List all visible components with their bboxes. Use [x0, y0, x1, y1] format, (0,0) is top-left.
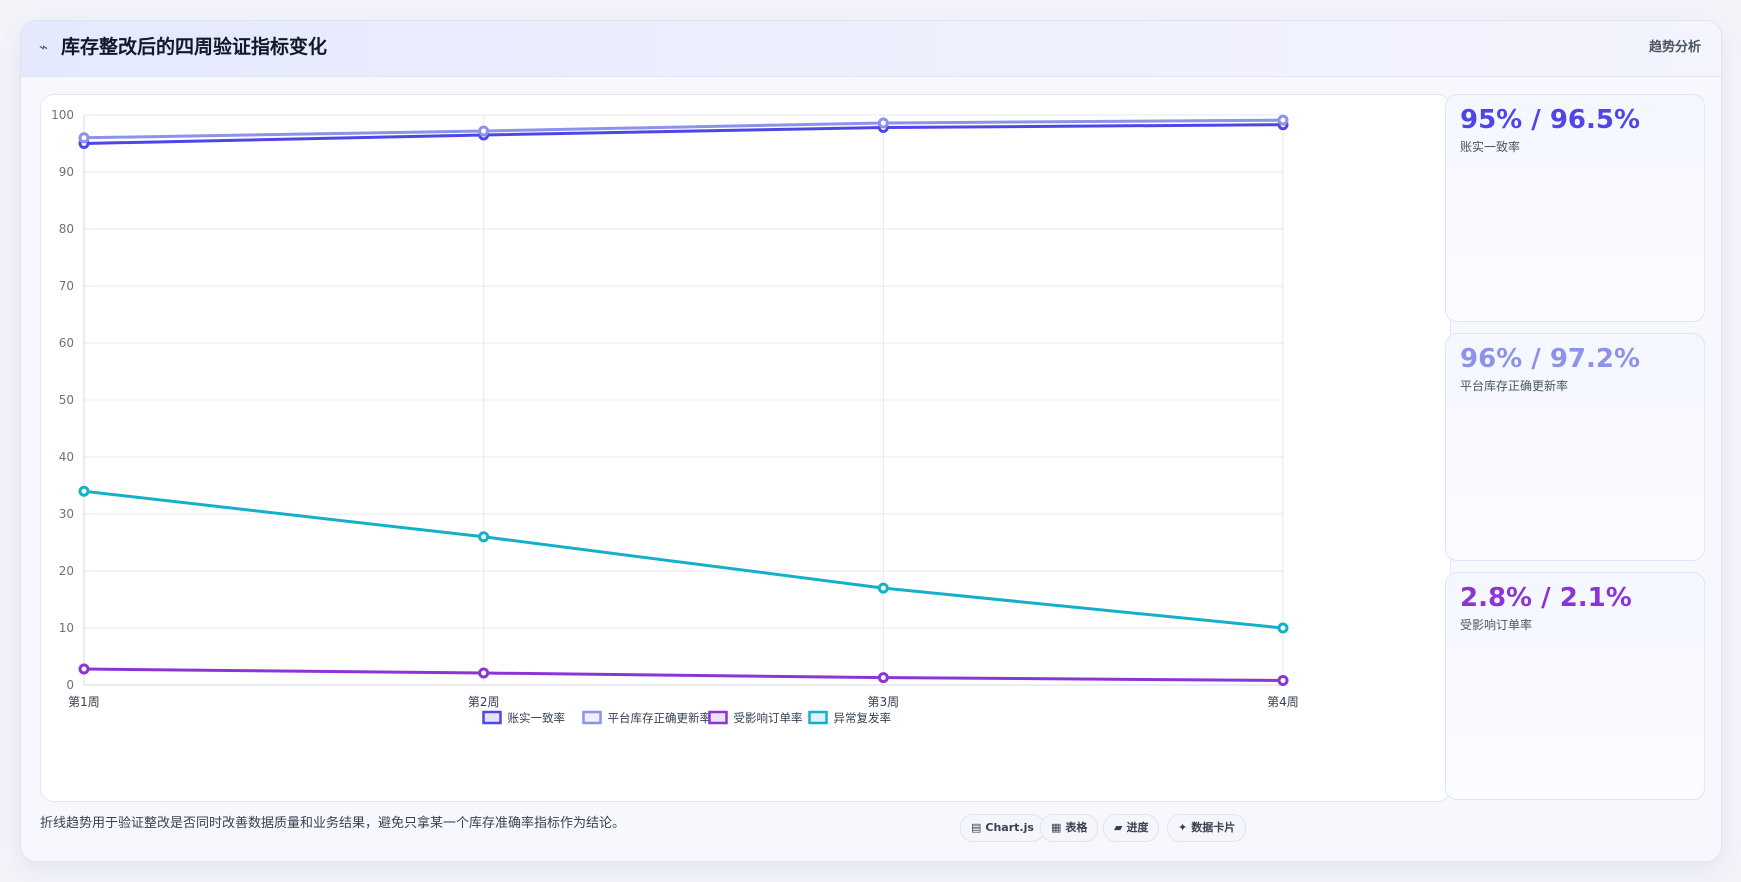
- kpi-card-update-rate: 96% / 97.2% 平台库存正确更新率: [1445, 333, 1705, 561]
- legend-label: 账实一致率: [508, 711, 566, 725]
- y-tick-label: 50: [59, 393, 74, 407]
- legend-swatch: [808, 710, 828, 725]
- progress-icon: ▰: [1114, 821, 1123, 834]
- data-point: [478, 531, 490, 543]
- kpi-value: 96% / 97.2%: [1460, 344, 1641, 374]
- x-tick-label: 第4周: [1267, 695, 1299, 709]
- kpi-label: 受影响订单率: [1460, 618, 1533, 632]
- data-point: [78, 132, 90, 144]
- footer-note: 折线趋势用于验证整改是否同时改善数据质量和业务结果，避免只拿某一个库存准确率指标…: [40, 816, 626, 831]
- data-point: [78, 485, 90, 497]
- y-tick-label: 100: [51, 108, 74, 122]
- y-tick-label: 30: [59, 507, 74, 521]
- kpi-value: 2.8% / 2.1%: [1460, 583, 1632, 613]
- data-point: [478, 667, 490, 679]
- y-tick-label: 70: [59, 279, 74, 293]
- panel-header: ⌁ 库存整改后的四周验证指标变化 趋势分析: [21, 21, 1721, 77]
- chip-label: 数据卡片: [1191, 821, 1236, 834]
- x-tick-label: 第1周: [68, 695, 100, 709]
- y-tick-label: 20: [59, 564, 74, 578]
- series-line-2: [83, 667, 1284, 682]
- y-tick-label: 0: [66, 678, 74, 692]
- pulse-icon: ⌁: [39, 38, 49, 56]
- y-tick-label: 90: [59, 165, 74, 179]
- legend-swatch: [482, 710, 502, 725]
- legend-label: 平台库存正确更新率: [608, 711, 712, 725]
- legend-swatch: [708, 710, 728, 725]
- chip-progress[interactable]: ▰ 进度: [1103, 814, 1160, 842]
- y-tick-label: 10: [59, 621, 74, 635]
- table-icon: ▦: [1051, 821, 1062, 834]
- chip-label: Chart.js: [985, 821, 1034, 834]
- line-chart-card: 0 10 20 30 40 50 60 70 80 90 100 第1周 第2周 第3周 第4周账实一致率 平…: [40, 94, 1451, 802]
- series-line-1: [83, 118, 1284, 140]
- chart-panel: ⌁ 库存整改后的四周验证指标变化 趋势分析 0 10 20 30 40 50 60 70 80 9…: [20, 20, 1722, 862]
- series-line-0: [83, 123, 1284, 145]
- data-point: [877, 672, 889, 684]
- y-tick-label: 40: [59, 450, 74, 464]
- chip-table[interactable]: ▦ 表格: [1040, 814, 1099, 842]
- legend-label: 受影响订单率: [734, 711, 803, 725]
- kpi-label: 平台库存正确更新率: [1460, 379, 1569, 393]
- chip-label: 表格: [1065, 821, 1088, 834]
- y-tick-label: 80: [59, 222, 74, 236]
- data-point: [1277, 622, 1289, 634]
- y-tick-label: 60: [59, 336, 74, 350]
- data-point: [478, 125, 490, 137]
- series-line-3: [83, 489, 1284, 630]
- trend-analysis-tag: 趋势分析: [1648, 40, 1701, 55]
- data-point: [877, 117, 889, 129]
- legend-label: 异常复发率: [834, 711, 892, 725]
- data-point: [78, 663, 90, 675]
- chip-data-card[interactable]: ✦ 数据卡片: [1167, 814, 1247, 842]
- data-point: [1277, 674, 1289, 686]
- chart-icon: ▤: [971, 821, 982, 834]
- page-title: 库存整改后的四周验证指标变化: [61, 36, 328, 58]
- chip-chartjs[interactable]: ▤ Chart.js: [960, 814, 1045, 842]
- chip-label: 进度: [1126, 821, 1149, 834]
- kpi-card-affected-orders: 2.8% / 2.1% 受影响订单率: [1445, 572, 1705, 800]
- kpi-label: 账实一致率: [1460, 140, 1521, 154]
- kpi-card-accuracy: 95% / 96.5% 账实一致率: [1445, 94, 1705, 322]
- legend-swatch: [582, 710, 602, 725]
- x-tick-label: 第3周: [868, 695, 900, 709]
- data-point: [877, 582, 889, 594]
- card-icon: ✦: [1178, 821, 1188, 834]
- kpi-value: 95% / 96.5%: [1460, 105, 1641, 135]
- x-tick-label: 第2周: [468, 695, 500, 709]
- data-point: [1277, 114, 1289, 126]
